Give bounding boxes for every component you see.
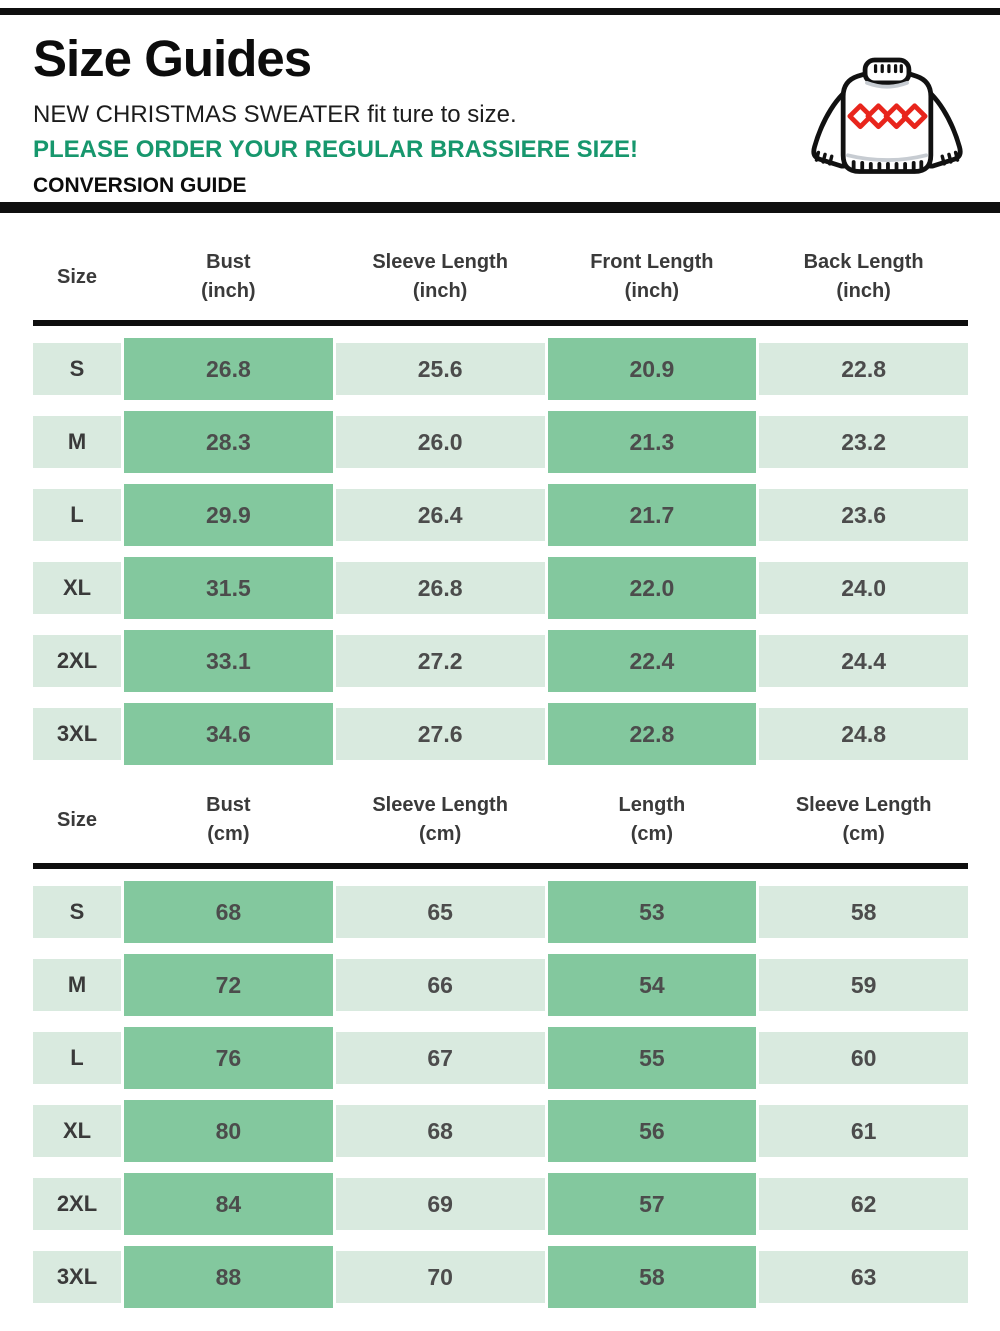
- table-row: 2XL 33.1 27.2 22.4 24.4: [33, 630, 968, 692]
- value-cell: 68: [124, 881, 333, 943]
- size-cell: 3XL: [33, 708, 121, 760]
- top-rule: [0, 8, 1000, 15]
- page-header: Size Guides NEW CHRISTMAS SWEATER fit tu…: [33, 30, 793, 199]
- value-cell: 58: [547, 1246, 757, 1308]
- value-cell: 22.0: [547, 557, 757, 619]
- value-cell: 63: [759, 1251, 968, 1303]
- table-header-row: Size Bust (cm) Sleeve Length (cm) Length (cm) S…: [33, 779, 968, 861]
- table-row: L 29.9 26.4 21.7 23.6: [33, 484, 968, 546]
- page-title: Size Guides: [33, 30, 312, 87]
- value-cell: 61: [759, 1105, 968, 1157]
- table-row: 2XL 84 69 57 62: [33, 1173, 968, 1235]
- header-rule: [33, 320, 968, 326]
- value-cell: 58: [759, 886, 968, 938]
- value-cell: 21.7: [547, 484, 757, 546]
- value-cell: 26.0: [335, 416, 545, 468]
- size-cell: XL: [33, 562, 121, 614]
- table-row: S 68 65 53 58: [33, 881, 968, 943]
- value-cell: 24.0: [759, 562, 968, 614]
- value-cell: 23.6: [759, 489, 968, 541]
- header-rule: [33, 863, 968, 869]
- column-header: Size: [56, 265, 98, 288]
- size-cell: M: [33, 959, 121, 1011]
- value-cell: 27.2: [335, 635, 545, 687]
- value-cell: 80: [124, 1100, 333, 1162]
- value-cell: 33.1: [124, 630, 333, 692]
- column-header: Sleeve Length (cm): [795, 794, 932, 845]
- size-cell: 2XL: [33, 1178, 121, 1230]
- size-table-inch: Size Bust (inch) Sleeve Length (inch) Front L…: [33, 236, 968, 765]
- value-cell: 24.4: [759, 635, 968, 687]
- column-header: Bust (cm): [206, 794, 251, 845]
- value-cell: 60: [759, 1032, 968, 1084]
- section-divider: [0, 202, 1000, 213]
- size-cell: L: [33, 1032, 121, 1084]
- table-row: L 76 67 55 60: [33, 1027, 968, 1089]
- column-header: Bust (inch): [201, 251, 256, 302]
- value-cell: 24.8: [759, 708, 968, 760]
- value-cell: 28.3: [124, 411, 333, 473]
- column-header: Sleeve Length (inch): [372, 251, 508, 302]
- value-cell: 22.4: [547, 630, 757, 692]
- column-header: Front Length (inch): [590, 251, 714, 302]
- size-cell: S: [33, 886, 121, 938]
- column-header: Size: [56, 808, 98, 831]
- table-row: M 72 66 54 59: [33, 954, 968, 1016]
- value-cell: 57: [547, 1173, 757, 1235]
- christmas-sweater-icon: [811, 57, 963, 174]
- value-cell: 62: [759, 1178, 968, 1230]
- fit-subtitle: NEW CHRISTMAS SWEATER fit ture to size.: [33, 101, 517, 128]
- column-header: Length (cm): [618, 794, 686, 845]
- value-cell: 27.6: [335, 708, 545, 760]
- value-cell: 68: [335, 1105, 545, 1157]
- value-cell: 23.2: [759, 416, 968, 468]
- table-header-row: Size Bust (inch) Sleeve Length (inch) Front L…: [33, 236, 968, 318]
- value-cell: 70: [335, 1251, 545, 1303]
- value-cell: 20.9: [547, 338, 757, 400]
- column-header: Back Length (inch): [803, 251, 924, 302]
- table-row: XL 80 68 56 61: [33, 1100, 968, 1162]
- value-cell: 26.8: [124, 338, 333, 400]
- value-cell: 66: [335, 959, 545, 1011]
- value-cell: 69: [335, 1178, 545, 1230]
- value-cell: 22.8: [547, 703, 757, 765]
- value-cell: 25.6: [335, 343, 545, 395]
- value-cell: 53: [547, 881, 757, 943]
- value-cell: 72: [124, 954, 333, 1016]
- value-cell: 54: [547, 954, 757, 1016]
- value-cell: 26.4: [335, 489, 545, 541]
- conversion-guide-label: CONVERSION GUIDE: [33, 174, 247, 197]
- table-row: XL 31.5 26.8 22.0 24.0: [33, 557, 968, 619]
- size-tables: Size Bust (inch) Sleeve Length (inch) Front L…: [33, 236, 968, 1319]
- value-cell: 22.8: [759, 343, 968, 395]
- table-row: 3XL 34.6 27.6 22.8 24.8: [33, 703, 968, 765]
- size-cell: M: [33, 416, 121, 468]
- size-cell: 3XL: [33, 1251, 121, 1303]
- value-cell: 84: [124, 1173, 333, 1235]
- value-cell: 31.5: [124, 557, 333, 619]
- table-row: 3XL 88 70 58 63: [33, 1246, 968, 1308]
- value-cell: 65: [335, 886, 545, 938]
- value-cell: 59: [759, 959, 968, 1011]
- value-cell: 56: [547, 1100, 757, 1162]
- value-cell: 88: [124, 1246, 333, 1308]
- value-cell: 55: [547, 1027, 757, 1089]
- value-cell: 76: [124, 1027, 333, 1089]
- size-cell: L: [33, 489, 121, 541]
- table-row: S 26.8 25.6 20.9 22.8: [33, 338, 968, 400]
- size-cell: S: [33, 343, 121, 395]
- value-cell: 29.9: [124, 484, 333, 546]
- value-cell: 21.3: [547, 411, 757, 473]
- size-cell: 2XL: [33, 635, 121, 687]
- column-header: Sleeve Length (cm): [372, 794, 508, 845]
- order-notice: PLEASE ORDER YOUR REGULAR BRASSIERE SIZE…: [33, 136, 638, 163]
- value-cell: 67: [335, 1032, 545, 1084]
- size-table-cm: Size Bust (cm) Sleeve Length (cm) Length (cm) S…: [33, 779, 968, 1308]
- value-cell: 34.6: [124, 703, 333, 765]
- table-row: M 28.3 26.0 21.3 23.2: [33, 411, 968, 473]
- size-cell: XL: [33, 1105, 121, 1157]
- value-cell: 26.8: [335, 562, 545, 614]
